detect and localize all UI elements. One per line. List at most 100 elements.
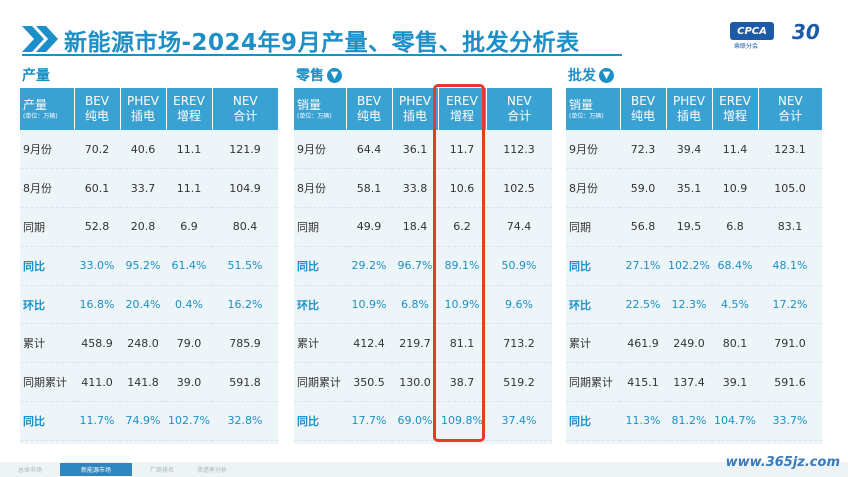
table-row: 同比 27.1% 102.2% 68.4% 48.1%	[566, 246, 822, 286]
table-cell: 83.1	[758, 207, 822, 247]
table-cell: 20.4%	[120, 285, 166, 325]
table-cell: 102.5	[486, 168, 552, 209]
table-cell: 102.2%	[666, 246, 712, 286]
table-cell: 137.4	[666, 362, 712, 403]
table-header-row: 销量 (单位：万辆) BEV 纯电 PHEV 插电 EREV 增程 NEV 合计	[566, 88, 822, 130]
header-sublabel: 合计	[233, 109, 258, 123]
table-header-row: 销量 (单位：万辆) BEV 纯电 PHEV 插电 EREV 增程 NEV 合计	[294, 88, 552, 130]
table-cell: 105.0	[758, 168, 822, 209]
table-cell: 10.9%	[346, 285, 392, 325]
header-sublabel: 插电	[402, 109, 427, 123]
table-cell: 33.0%	[74, 246, 120, 286]
header-cell-metric: 销量 (单位：万辆)	[566, 88, 621, 130]
header-cell-bev: BEV 纯电	[620, 88, 667, 130]
table-cell: 39.4	[666, 130, 712, 170]
table-cell: 6.8%	[392, 285, 438, 325]
double-chevron-icon	[22, 26, 58, 52]
row-label: 环比	[20, 285, 74, 325]
table-row: 同比 33.0% 95.2% 61.4% 51.5%	[20, 246, 278, 286]
header-label: 产量	[23, 97, 48, 112]
section-label-wholesale: 批发 ▼	[568, 65, 614, 85]
table-cell: 29.2%	[346, 246, 392, 286]
row-label: 同比	[294, 401, 346, 441]
footer-tab-penetration[interactable]: 渗透率分析	[196, 467, 227, 474]
table-cell: 72.3	[620, 130, 666, 170]
site-watermark: www.365jz.com	[725, 455, 840, 470]
section-wholesale-text: 批发	[568, 68, 596, 84]
header-cell-metric: 销量 (单位：万辆)	[294, 88, 347, 130]
table-cell: 95.2%	[120, 246, 166, 286]
table-cell: 11.1	[166, 168, 212, 209]
table-row: 累计 458.9 248.0 79.0 785.9	[20, 323, 278, 364]
table-cell: 104.7%	[712, 401, 758, 441]
row-label: 同比	[294, 246, 346, 286]
header-label: BEV	[630, 94, 656, 108]
table-cell: 6.8	[712, 207, 758, 247]
table-cell: 59.0	[620, 168, 666, 209]
table-row: 9月份 70.2 40.6 11.1 121.9	[20, 130, 278, 170]
row-label: 同期	[566, 207, 620, 247]
row-label: 累计	[20, 323, 74, 364]
table-cell: 33.8	[392, 168, 438, 209]
table-cell: 109.8%	[438, 401, 486, 441]
row-label: 环比	[566, 285, 620, 325]
table-cell: 74.4	[486, 207, 552, 247]
row-label: 同期	[20, 207, 74, 247]
row-label: 同期	[294, 207, 346, 247]
footer-tab-maker-rank[interactable]: 厂商排名	[149, 467, 174, 474]
header-label: 销量	[569, 97, 594, 112]
table-cell: 17.7%	[346, 401, 392, 441]
table-cell: 37.4%	[486, 401, 552, 441]
header-label: NEV	[506, 94, 532, 108]
retail-table: 销量 (单位：万辆) BEV 纯电 PHEV 插电 EREV 增程 NEV 合计 9月份 64.4 3…	[294, 88, 552, 441]
table-cell: 74.9%	[120, 401, 166, 441]
table-cell: 412.4	[346, 323, 392, 364]
header-sublabel: 插电	[130, 109, 155, 123]
table-cell: 39.0	[166, 362, 212, 403]
section-production-text: 产量	[22, 68, 50, 84]
table-cell: 591.8	[212, 362, 278, 403]
table-cell: 19.5	[666, 207, 712, 247]
table-cell: 58.1	[346, 168, 392, 209]
table-cell: 458.9	[74, 323, 120, 364]
table-row: 8月份 58.1 33.8 10.6 102.5	[294, 168, 552, 209]
table-row: 8月份 59.0 35.1 10.9 105.0	[566, 168, 822, 209]
header-cell-erev: EREV 增程	[438, 88, 487, 130]
table-header-row: 产量 (单位：万辆) BEV 纯电 PHEV 插电 EREV 增程 NEV 合计	[20, 88, 278, 130]
table-cell: 11.3%	[620, 401, 666, 441]
section-label-production: 产量	[22, 65, 50, 85]
row-label: 同期累计	[20, 362, 74, 403]
row-label: 同比	[20, 401, 74, 441]
table-cell: 70.2	[74, 130, 120, 170]
table-row: 同期 49.9 18.4 6.2 74.4	[294, 207, 552, 247]
header-cell-phev: PHEV 插电	[666, 88, 713, 130]
table-cell: 10.9	[712, 168, 758, 209]
table-cell: 11.4	[712, 130, 758, 170]
table-row: 环比 10.9% 6.8% 10.9% 9.6%	[294, 285, 552, 325]
header-cell-bev: BEV 纯电	[74, 88, 121, 130]
table-cell: 16.2%	[212, 285, 278, 325]
table-cell: 60.1	[74, 168, 120, 209]
table-cell: 785.9	[212, 323, 278, 364]
wholesale-table: 销量 (单位：万辆) BEV 纯电 PHEV 插电 EREV 增程 NEV 合计 9月份 72.3 3…	[566, 88, 822, 441]
header-label: BEV	[356, 94, 382, 108]
header-cell-bev: BEV 纯电	[346, 88, 393, 130]
table-cell: 219.7	[392, 323, 438, 364]
header-cell-metric: 产量 (单位：万辆)	[20, 88, 75, 130]
table-cell: 40.6	[120, 130, 166, 170]
table-cell: 102.7%	[166, 401, 212, 441]
footer-tab-overall[interactable]: 总体市场	[17, 467, 42, 474]
cpca-logo: CPCA 乘联分会 30	[730, 20, 830, 50]
row-label: 累计	[566, 323, 620, 364]
header-label: PHEV	[126, 94, 160, 108]
header-sublabel: 合计	[507, 109, 532, 123]
table-cell: 52.8	[74, 207, 120, 247]
header-label: EREV	[719, 94, 751, 108]
footer-tab-nev[interactable]: 新能源市场	[60, 463, 132, 476]
table-cell: 411.0	[74, 362, 120, 403]
header-cell-erev: EREV 增程	[166, 88, 213, 130]
header-label: EREV	[446, 94, 478, 108]
arrow-down-circle-icon: ▼	[599, 67, 614, 83]
table-cell: 81.2%	[666, 401, 712, 441]
